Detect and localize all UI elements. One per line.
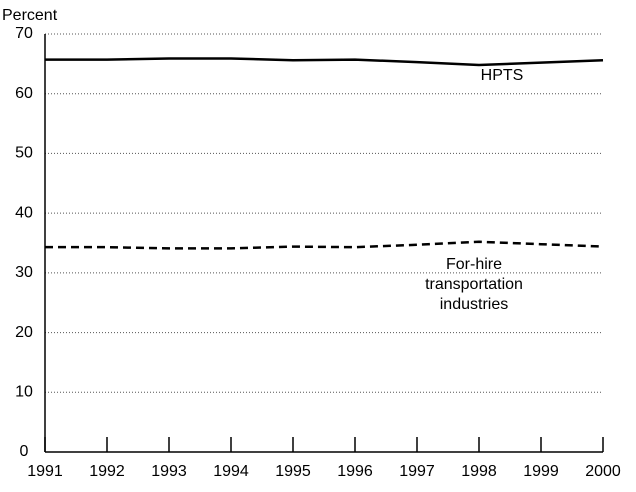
- y-axis-label: Percent: [2, 7, 58, 24]
- y-tick-label: 20: [15, 324, 33, 341]
- x-tick-label: 1993: [151, 463, 187, 480]
- y-tick-label: 60: [15, 85, 33, 102]
- y-tick-label: 50: [15, 145, 33, 162]
- series-label: For-hire transportation industries: [425, 256, 523, 313]
- x-tick-label: 1992: [89, 463, 125, 480]
- y-tick-label: 10: [15, 384, 33, 401]
- series-label: HPTS: [480, 67, 524, 84]
- x-tick-label: 1997: [399, 463, 435, 480]
- y-tick-label: 0: [20, 443, 29, 460]
- x-tick-label: 1998: [461, 463, 497, 480]
- x-tick-label: 2000: [585, 463, 621, 480]
- series-line: [45, 57, 604, 67]
- series-line: [45, 240, 604, 250]
- y-tick-label: 30: [15, 264, 33, 281]
- y-tick-label: 40: [15, 204, 33, 221]
- y-tick-label: 70: [15, 25, 33, 42]
- x-tick-label: 1996: [337, 463, 373, 480]
- x-tick-label: 1995: [275, 463, 311, 480]
- x-tick-label: 1999: [523, 463, 559, 480]
- x-tick-label: 1991: [27, 463, 63, 480]
- x-tick-label: 1994: [213, 463, 249, 480]
